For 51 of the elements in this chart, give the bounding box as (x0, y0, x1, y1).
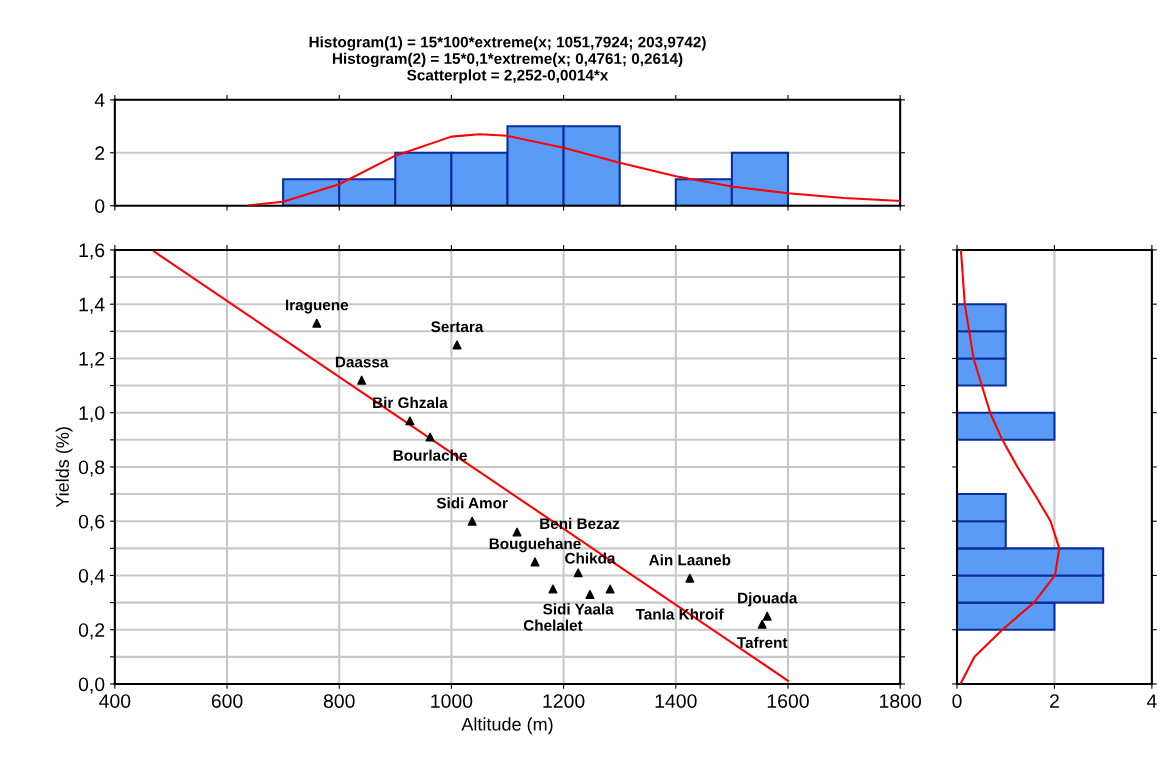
x-tick-label: 1200 (543, 694, 585, 708)
y-tick-label: 0,8 (78, 460, 105, 477)
y-tick-label: 0,6 (78, 514, 105, 531)
annotation: Sidi Amor (436, 497, 508, 509)
x-tick-label: 0 (952, 694, 962, 708)
y-tick-label: 0,4 (78, 568, 105, 585)
point (762, 611, 772, 621)
y-tick-label: 0,0 (78, 677, 105, 694)
point (685, 573, 695, 583)
point (357, 375, 367, 385)
annotation: Ain Laaneb (649, 554, 731, 566)
point (512, 527, 522, 537)
annotation: Djouada (738, 592, 798, 607)
x-tick-label: 2 (1050, 694, 1059, 708)
x-tick-label: 1000 (431, 694, 473, 708)
point (425, 432, 435, 442)
x-tick-label: 600 (211, 694, 243, 708)
point (757, 619, 767, 629)
point (605, 584, 615, 594)
y-tick-label: 4 (94, 93, 105, 107)
annotation: Chelalet (523, 619, 583, 631)
annotation: Iraguene (285, 299, 349, 314)
y-tick-label: 0 (95, 199, 105, 213)
x-tick-label: 1800 (880, 694, 922, 708)
x-tick-label: 4 (1146, 694, 1157, 708)
annotation: Daassa (335, 356, 389, 368)
annotation: Sidi Yaala (543, 603, 614, 615)
point (530, 557, 540, 567)
y-tick-label: 1,2 (79, 351, 105, 368)
point (548, 584, 558, 594)
x-axis-title: Altitude (m) (461, 717, 553, 735)
annotation: Tafrent (737, 636, 788, 649)
y-tick-label: 1,4 (79, 297, 105, 314)
y-tick-label: 1,6 (79, 243, 105, 260)
annotation: Bouguehane (489, 537, 581, 553)
y-tick-label: 0,2 (78, 623, 105, 640)
annotation: Sertara (431, 321, 484, 333)
y-tick-label: 2 (95, 146, 105, 160)
x-tick-label: 1400 (655, 694, 697, 708)
y-axis-title: Yields (%) (55, 427, 73, 508)
y-tick-label: 1,0 (79, 406, 105, 423)
point (312, 318, 322, 328)
chart-title: Histogram(1) = 15*100*extreme(x; 1051,7924; 203,9742) Histogram(2) = 15*0,1*extreme(x; 0,4761; 0,2614) Scatterplot = 2,252-0,0014*x (309, 36, 706, 84)
point (467, 516, 477, 526)
line-series (248, 133, 901, 206)
x-tick-label: 400 (99, 694, 131, 708)
x-tick-label: 1600 (767, 694, 809, 708)
point (573, 568, 583, 578)
x-tick-label: 800 (323, 694, 355, 708)
point (405, 416, 415, 426)
point (585, 589, 595, 599)
